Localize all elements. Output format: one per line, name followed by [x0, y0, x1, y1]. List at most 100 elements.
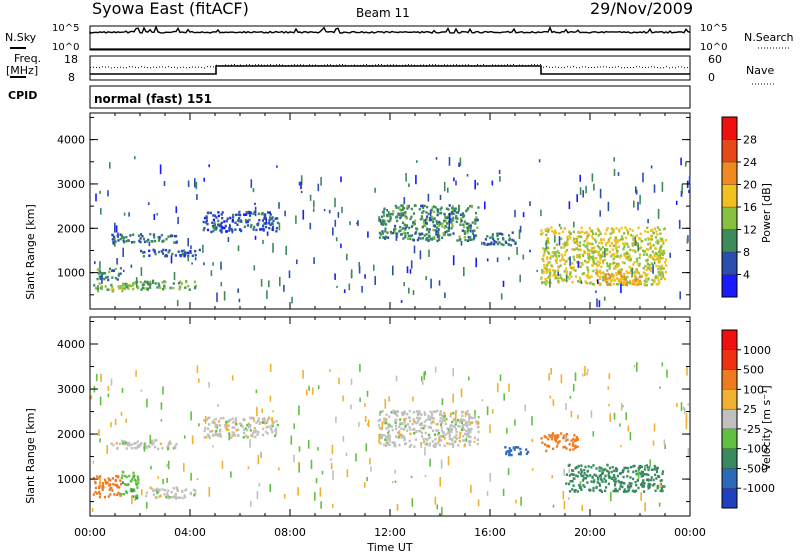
echo-cell	[392, 481, 394, 484]
echo-cell	[598, 230, 601, 234]
echo-cell	[633, 271, 636, 274]
echo-cell	[358, 265, 361, 274]
nave-dot	[639, 66, 640, 68]
echo-cell	[111, 287, 115, 291]
echo-cell	[378, 231, 381, 235]
echo-cell	[116, 278, 119, 281]
echo-cell	[320, 501, 322, 509]
echo-cell	[413, 245, 416, 254]
echo-cell	[228, 432, 231, 441]
echo-cell	[332, 227, 334, 236]
echo-cell	[573, 248, 576, 251]
echo-cell	[449, 233, 452, 236]
echo-cell	[622, 475, 625, 479]
echo-cell	[573, 237, 576, 240]
echo-cell	[458, 204, 460, 212]
echo-cell	[94, 480, 97, 484]
echo-cell	[194, 253, 197, 257]
echo-cell	[205, 435, 208, 439]
echo-cell	[215, 429, 218, 433]
echo-cell	[575, 436, 579, 439]
echo-cell	[455, 180, 457, 186]
echo-cell	[288, 270, 291, 279]
echo-cell	[574, 467, 577, 470]
echo-cell	[615, 469, 618, 473]
echo-cell	[425, 211, 428, 214]
nave-dot	[288, 64, 289, 66]
echo-cell	[577, 231, 580, 234]
echo-cell	[578, 486, 582, 489]
echo-cell	[597, 253, 600, 257]
echo-cell	[415, 231, 418, 234]
echo-cell	[436, 504, 439, 510]
echo-cell	[560, 237, 563, 240]
echo-cell	[463, 230, 466, 233]
echo-cell	[240, 229, 243, 232]
echo-cell	[141, 286, 144, 289]
echo-cell	[572, 448, 575, 451]
nave-dot	[156, 67, 157, 69]
echo-cell	[423, 204, 426, 208]
echo-cell	[251, 434, 254, 438]
echo-cell	[661, 181, 664, 192]
echo-cell	[450, 424, 453, 427]
echo-cell	[378, 418, 382, 422]
echo-cell	[489, 473, 491, 482]
echo-cell	[100, 373, 102, 383]
echo-cell	[545, 436, 548, 439]
echo-cell	[586, 234, 590, 238]
echo-cell	[403, 231, 406, 235]
echo-cell	[653, 254, 656, 258]
echo-cell	[600, 477, 603, 481]
echo-cell	[163, 286, 166, 290]
echo-cell	[441, 418, 445, 422]
echo-cell	[219, 229, 222, 232]
nave-dot	[492, 64, 493, 66]
echo-cell	[560, 246, 563, 249]
echo-cell	[593, 473, 596, 476]
echo-cell	[122, 247, 124, 257]
echo-cell	[637, 226, 640, 230]
echo-cell	[118, 442, 122, 445]
echo-cell	[216, 292, 218, 302]
echo-cell	[374, 276, 376, 285]
echo-cell	[652, 478, 655, 482]
echo-cell	[156, 491, 159, 495]
echo-cell	[647, 482, 650, 486]
echo-cell	[619, 423, 621, 427]
echo-cell	[585, 274, 588, 278]
echo-cell	[136, 475, 139, 478]
echo-cell	[133, 488, 136, 492]
echo-cell	[296, 259, 298, 265]
echo-cell	[573, 258, 576, 261]
echo-cell	[514, 242, 517, 245]
nave-dot	[654, 66, 655, 68]
echo-cell	[572, 442, 575, 445]
echo-cell	[568, 448, 572, 452]
echo-cell	[260, 212, 263, 216]
echo-cell	[418, 236, 420, 240]
echo-cell	[350, 269, 353, 278]
echo-cell	[401, 422, 404, 425]
echo-cell	[486, 235, 489, 238]
echo-cell	[629, 476, 632, 479]
echo-cell	[334, 273, 336, 280]
echo-cell	[587, 256, 590, 259]
echo-cell	[554, 274, 557, 277]
echo-cell	[460, 241, 463, 246]
echo-cell	[242, 418, 245, 421]
echo-cell	[590, 275, 593, 278]
echo-cell	[269, 213, 272, 216]
nave-dot	[399, 65, 400, 66]
nave-dot	[213, 66, 214, 68]
echo-cell	[661, 264, 664, 268]
power-colorbar-swatch	[721, 274, 738, 298]
echo-cell	[659, 237, 662, 241]
echo-cell	[109, 483, 112, 486]
echo-cell	[184, 286, 187, 289]
echo-cell	[552, 504, 555, 508]
nave-dot	[243, 64, 244, 66]
echo-cell	[145, 491, 148, 494]
echo-cell	[585, 238, 588, 241]
echo-cell	[574, 444, 577, 448]
